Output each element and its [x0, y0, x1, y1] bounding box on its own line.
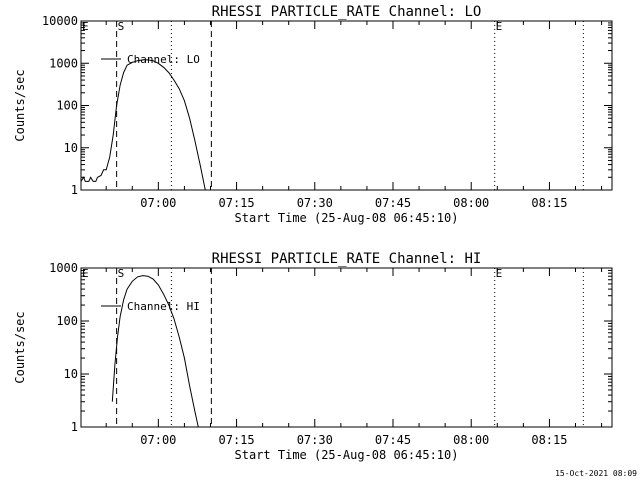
marker-label: E — [82, 267, 89, 280]
x-tick-label: 07:30 — [297, 196, 333, 210]
y-tick-label: 10000 — [42, 14, 78, 28]
plot-frame — [80, 267, 613, 428]
y-tick-label: 10 — [64, 141, 78, 155]
plot-frame — [80, 20, 613, 191]
x-tick-label: 08:15 — [531, 433, 567, 447]
y-tick-label: 1 — [71, 183, 78, 197]
y-tick-label: 100 — [56, 99, 78, 113]
legend-entry: Channel: HI — [127, 300, 200, 313]
x-tick-label: 07:45 — [375, 196, 411, 210]
y-tick-label: 1 — [71, 420, 78, 434]
y-tick-label: 1000 — [49, 261, 78, 275]
x-tick-label: 07:15 — [219, 196, 255, 210]
x-axis-label: Start Time (25-Aug-08 06:45:10) — [235, 211, 459, 225]
x-tick-label: 07:45 — [375, 433, 411, 447]
marker-label: S — [118, 267, 125, 280]
y-tick-label: 10 — [64, 367, 78, 381]
x-tick-label: 07:30 — [297, 433, 333, 447]
marker-label: S — [118, 20, 125, 33]
chart-title: RHESSI PARTICLE_RATE Channel: LO — [212, 4, 482, 20]
legend-entry: Channel: LO — [127, 53, 200, 66]
x-tick-label: 08:00 — [453, 433, 489, 447]
data-series-line — [111, 275, 199, 428]
y-axis-label: Counts/sec — [13, 311, 27, 383]
x-tick-label: 08:15 — [531, 196, 567, 210]
chart-panel-hi: RHESSI PARTICLE_RATE Channel: HI Counts/s… — [13, 251, 613, 462]
y-axis-label: Counts/sec — [13, 69, 27, 141]
y-tick-label: 100 — [56, 314, 78, 328]
x-tick-label: 08:00 — [453, 196, 489, 210]
footer-timestamp: 15-Oct-2021 08:09 — [555, 469, 637, 478]
marker-label: E — [82, 20, 89, 33]
data-series-line — [80, 59, 206, 191]
marker-label: E — [496, 20, 503, 33]
chart-title: RHESSI PARTICLE_RATE Channel: HI — [212, 251, 482, 267]
x-axis-label: Start Time (25-Aug-08 06:45:10) — [235, 448, 459, 462]
x-tick-label: 07:00 — [140, 433, 176, 447]
chart-panel-lo: RHESSI PARTICLE_RATE Channel: LO Counts/s… — [13, 4, 613, 225]
y-tick-label: 1000 — [49, 56, 78, 70]
x-tick-label: 07:00 — [140, 196, 176, 210]
x-tick-label: 07:15 — [219, 433, 255, 447]
marker-label: E — [496, 267, 503, 280]
